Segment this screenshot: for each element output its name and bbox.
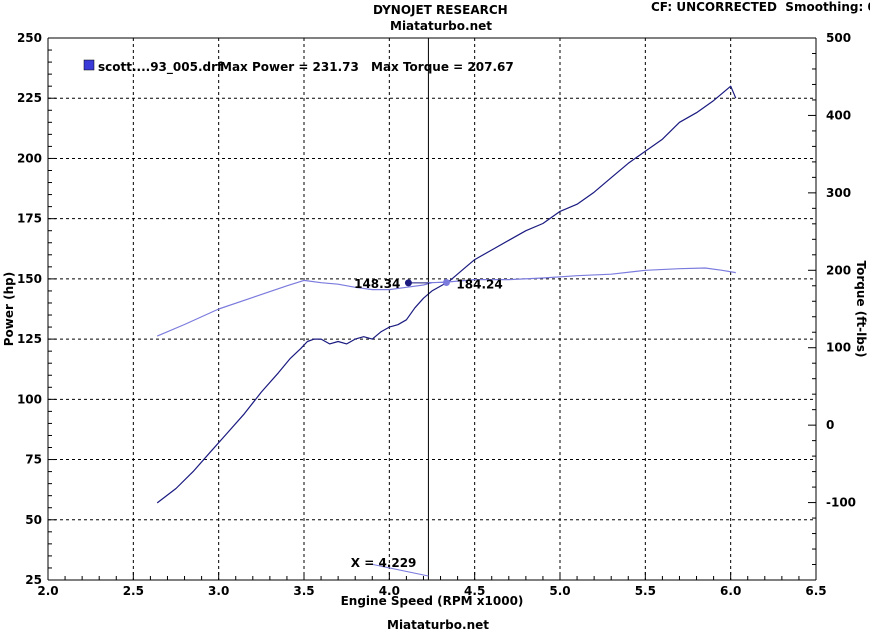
x-tick-label: 5.0 (549, 584, 570, 598)
legend-max-power: Max Power = 231.73 (220, 60, 359, 74)
y-tick-label: 200 (17, 151, 42, 165)
y-tick-label: 150 (17, 272, 42, 286)
x-readout-label: X = 4.229 (351, 556, 417, 570)
y-tick-label: 250 (17, 31, 42, 45)
x-tick-label: 3.0 (208, 584, 229, 598)
torque-cursor-value: 184.24 (456, 277, 502, 291)
legend-file: scott....93_005.drf (98, 60, 223, 75)
power-cursor-marker (405, 279, 412, 286)
y-tick-label: 25 (25, 573, 42, 587)
x-tick-label: 5.5 (635, 584, 656, 598)
power-cursor-value: 148.34 (354, 277, 400, 291)
legend-max-torque: Max Torque = 207.67 (371, 60, 514, 74)
y2-tick-label: -100 (826, 496, 856, 510)
y-axis-label: Power (hp) (2, 272, 16, 346)
y-tick-label: 100 (17, 392, 42, 406)
y-tick-label: 75 (25, 453, 42, 467)
y2-tick-label: 100 (826, 341, 851, 355)
x-axis-label: Engine Speed (RPM x1000) (341, 594, 524, 608)
y-tick-label: 225 (17, 91, 42, 105)
y-tick-label: 50 (25, 513, 42, 527)
y2-tick-label: 400 (826, 108, 851, 122)
x-tick-label: 3.5 (293, 584, 314, 598)
x-tick-label: 6.5 (805, 584, 826, 598)
y-tick-label: 175 (17, 212, 42, 226)
torque-cursor-marker (443, 279, 450, 286)
x-tick-label: 6.0 (720, 584, 741, 598)
y-tick-label: 125 (17, 332, 42, 346)
y2-tick-label: 0 (826, 418, 834, 432)
legend-swatch (84, 60, 94, 70)
y2-tick-label: 500 (826, 31, 851, 45)
y2-tick-label: 200 (826, 263, 851, 277)
x-tick-label: 2.5 (123, 584, 144, 598)
y2-axis-label: Torque (ft-lbs) (854, 261, 868, 358)
y2-tick-label: 300 (826, 186, 851, 200)
